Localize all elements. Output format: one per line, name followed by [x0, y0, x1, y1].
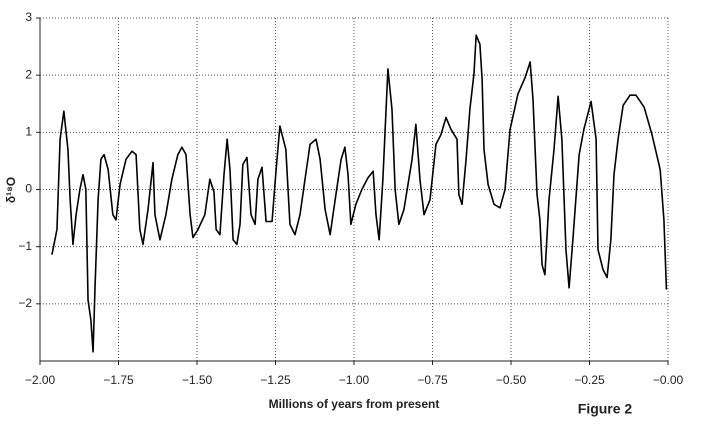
x-tick-label: −0.75: [417, 373, 448, 387]
y-tick-label: −2: [18, 296, 32, 310]
y-tick-label: 1: [25, 125, 32, 139]
x-tick-label: −1.00: [339, 373, 370, 387]
y-tick-label: 3: [25, 10, 32, 24]
y-tick-label: 2: [25, 67, 32, 81]
x-tick-label: −0.25: [574, 373, 605, 387]
x-tick-label: −1.50: [182, 373, 213, 387]
x-tick-label: −0.50: [496, 373, 527, 387]
x-tick-label: −0.00: [653, 373, 684, 387]
y-axis-label: δ¹⁸O: [4, 177, 18, 203]
x-tick-label: −1.25: [260, 373, 291, 387]
y-tick-label: 0: [25, 182, 32, 196]
x-tick-label: −2.00: [25, 373, 56, 387]
data-line: [51, 34, 668, 353]
x-tick-label: −1.75: [103, 373, 134, 387]
figure-label: Figure 2: [578, 401, 633, 417]
y-tick-label: −1: [18, 239, 32, 253]
x-axis-label: Millions of years from present: [269, 397, 440, 411]
